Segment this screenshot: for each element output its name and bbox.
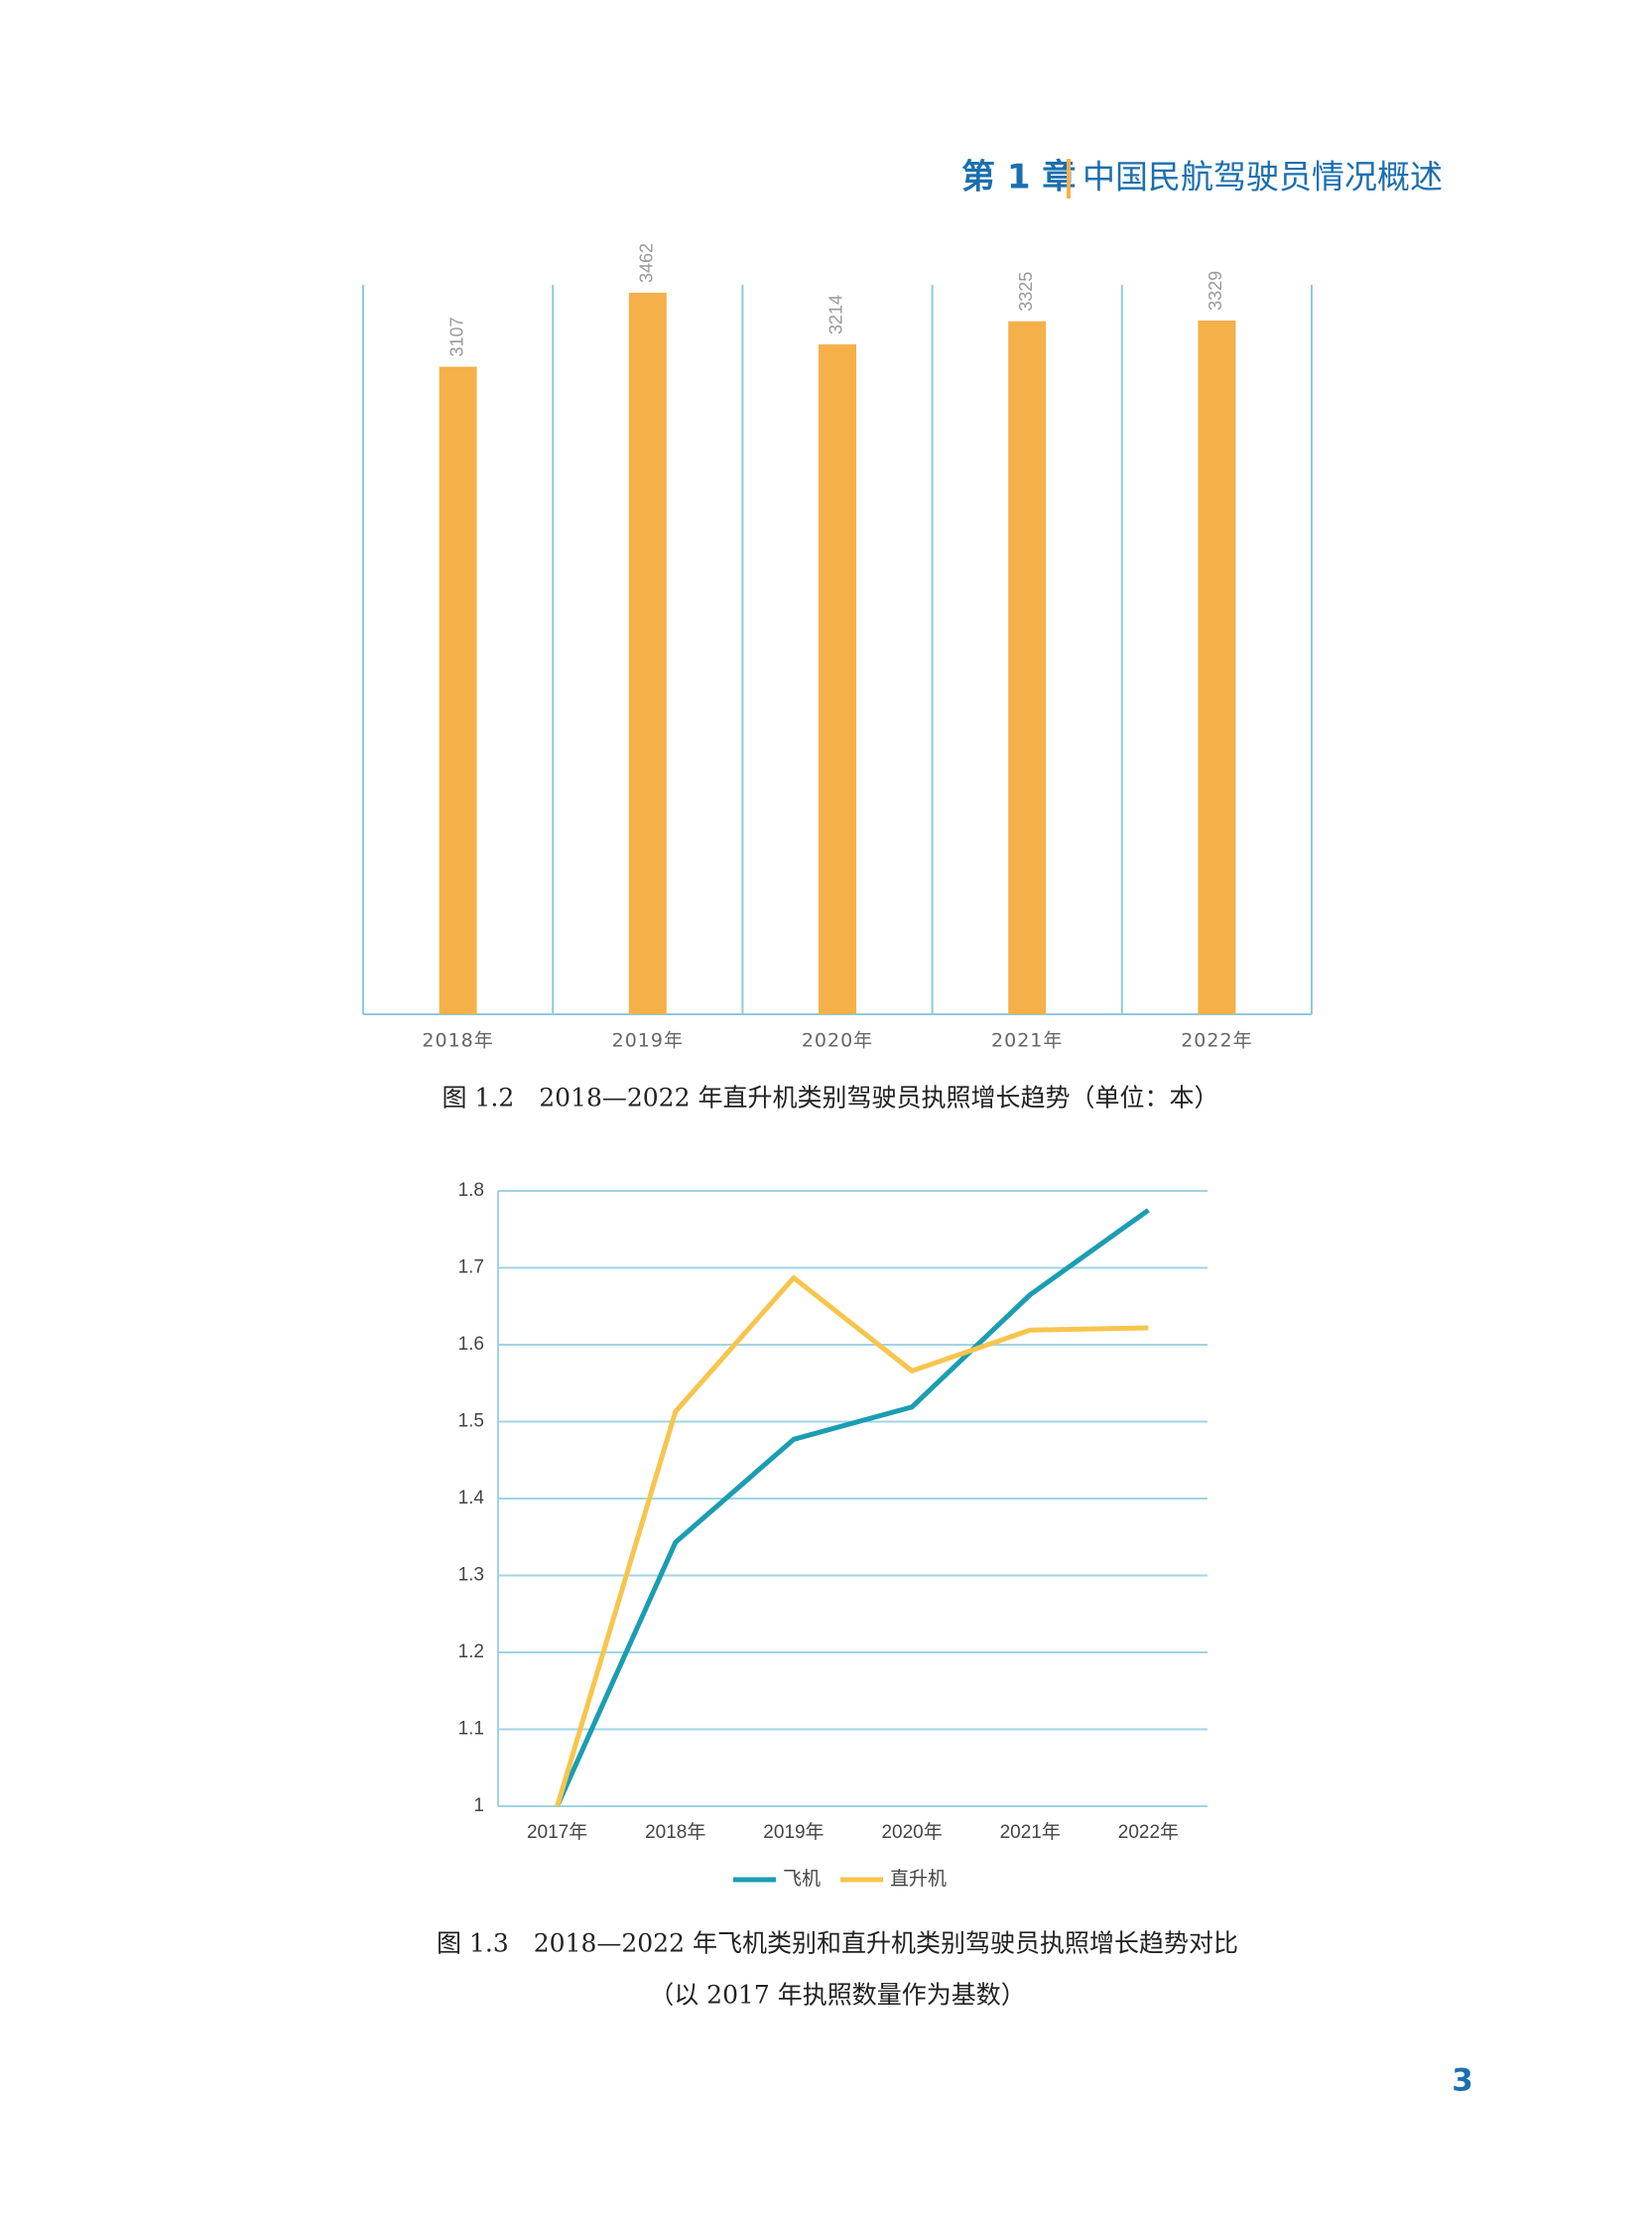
chapter-number: 第 1 章 (961, 158, 1076, 197)
value-label: 3329 (1206, 271, 1225, 311)
y-tick-label: 1 (473, 1795, 484, 1816)
y-tick-label: 1.1 (458, 1719, 484, 1740)
series-line (555, 1275, 1149, 1807)
bar (1008, 321, 1047, 1014)
y-tick-label: 1.7 (458, 1257, 484, 1278)
figure-caption-note: （以 2017 年执照数量作为基数） (649, 1981, 1026, 2010)
chapter-title: 中国民航驾驶员情况概述 (1082, 158, 1443, 196)
x-tick-label: 2021年 (991, 1030, 1063, 1052)
value-label: 3214 (826, 295, 846, 334)
page-number: 3 (1452, 2063, 1473, 2099)
value-label: 3462 (637, 243, 657, 283)
legend-label: 直升机 (890, 1868, 947, 1890)
x-tick-label: 2019年 (763, 1821, 824, 1843)
y-tick-label: 1.4 (458, 1488, 485, 1508)
x-tick-label: 2019年 (612, 1030, 684, 1052)
y-tick-label: 1.6 (458, 1334, 484, 1355)
bar (439, 366, 477, 1014)
x-tick-label: 2020年 (802, 1030, 873, 1052)
separator (1067, 159, 1071, 198)
value-label: 3107 (446, 317, 466, 356)
x-tick-label: 2018年 (422, 1030, 493, 1052)
series-line (555, 1208, 1150, 1808)
bar (628, 292, 667, 1015)
value-label: 3325 (1016, 272, 1036, 312)
bar (1198, 320, 1236, 1014)
x-tick-label: 2020年 (881, 1821, 942, 1843)
bar (819, 344, 856, 1014)
y-tick-label: 1.3 (458, 1565, 484, 1586)
x-tick-label: 2022年 (1118, 1821, 1179, 1843)
figure-caption: 图 1.2 2018—2022 年直升机类别驾驶员执照增长趋势（单位：本） (443, 1084, 1219, 1113)
y-tick-label: 1.5 (458, 1411, 484, 1432)
y-tick-label: 1.8 (458, 1180, 484, 1201)
legend-label: 飞机 (783, 1868, 821, 1890)
x-tick-label: 2022年 (1181, 1030, 1252, 1052)
figure-caption: 图 1.3 2018—2022 年飞机类别和直升机类别驾驶员执照增长趋势对比 (437, 1929, 1238, 1958)
x-tick-label: 2021年 (1000, 1821, 1061, 1843)
x-tick-label: 2018年 (645, 1821, 705, 1843)
y-tick-label: 1.2 (458, 1641, 484, 1662)
x-tick-label: 2017年 (527, 1821, 587, 1843)
